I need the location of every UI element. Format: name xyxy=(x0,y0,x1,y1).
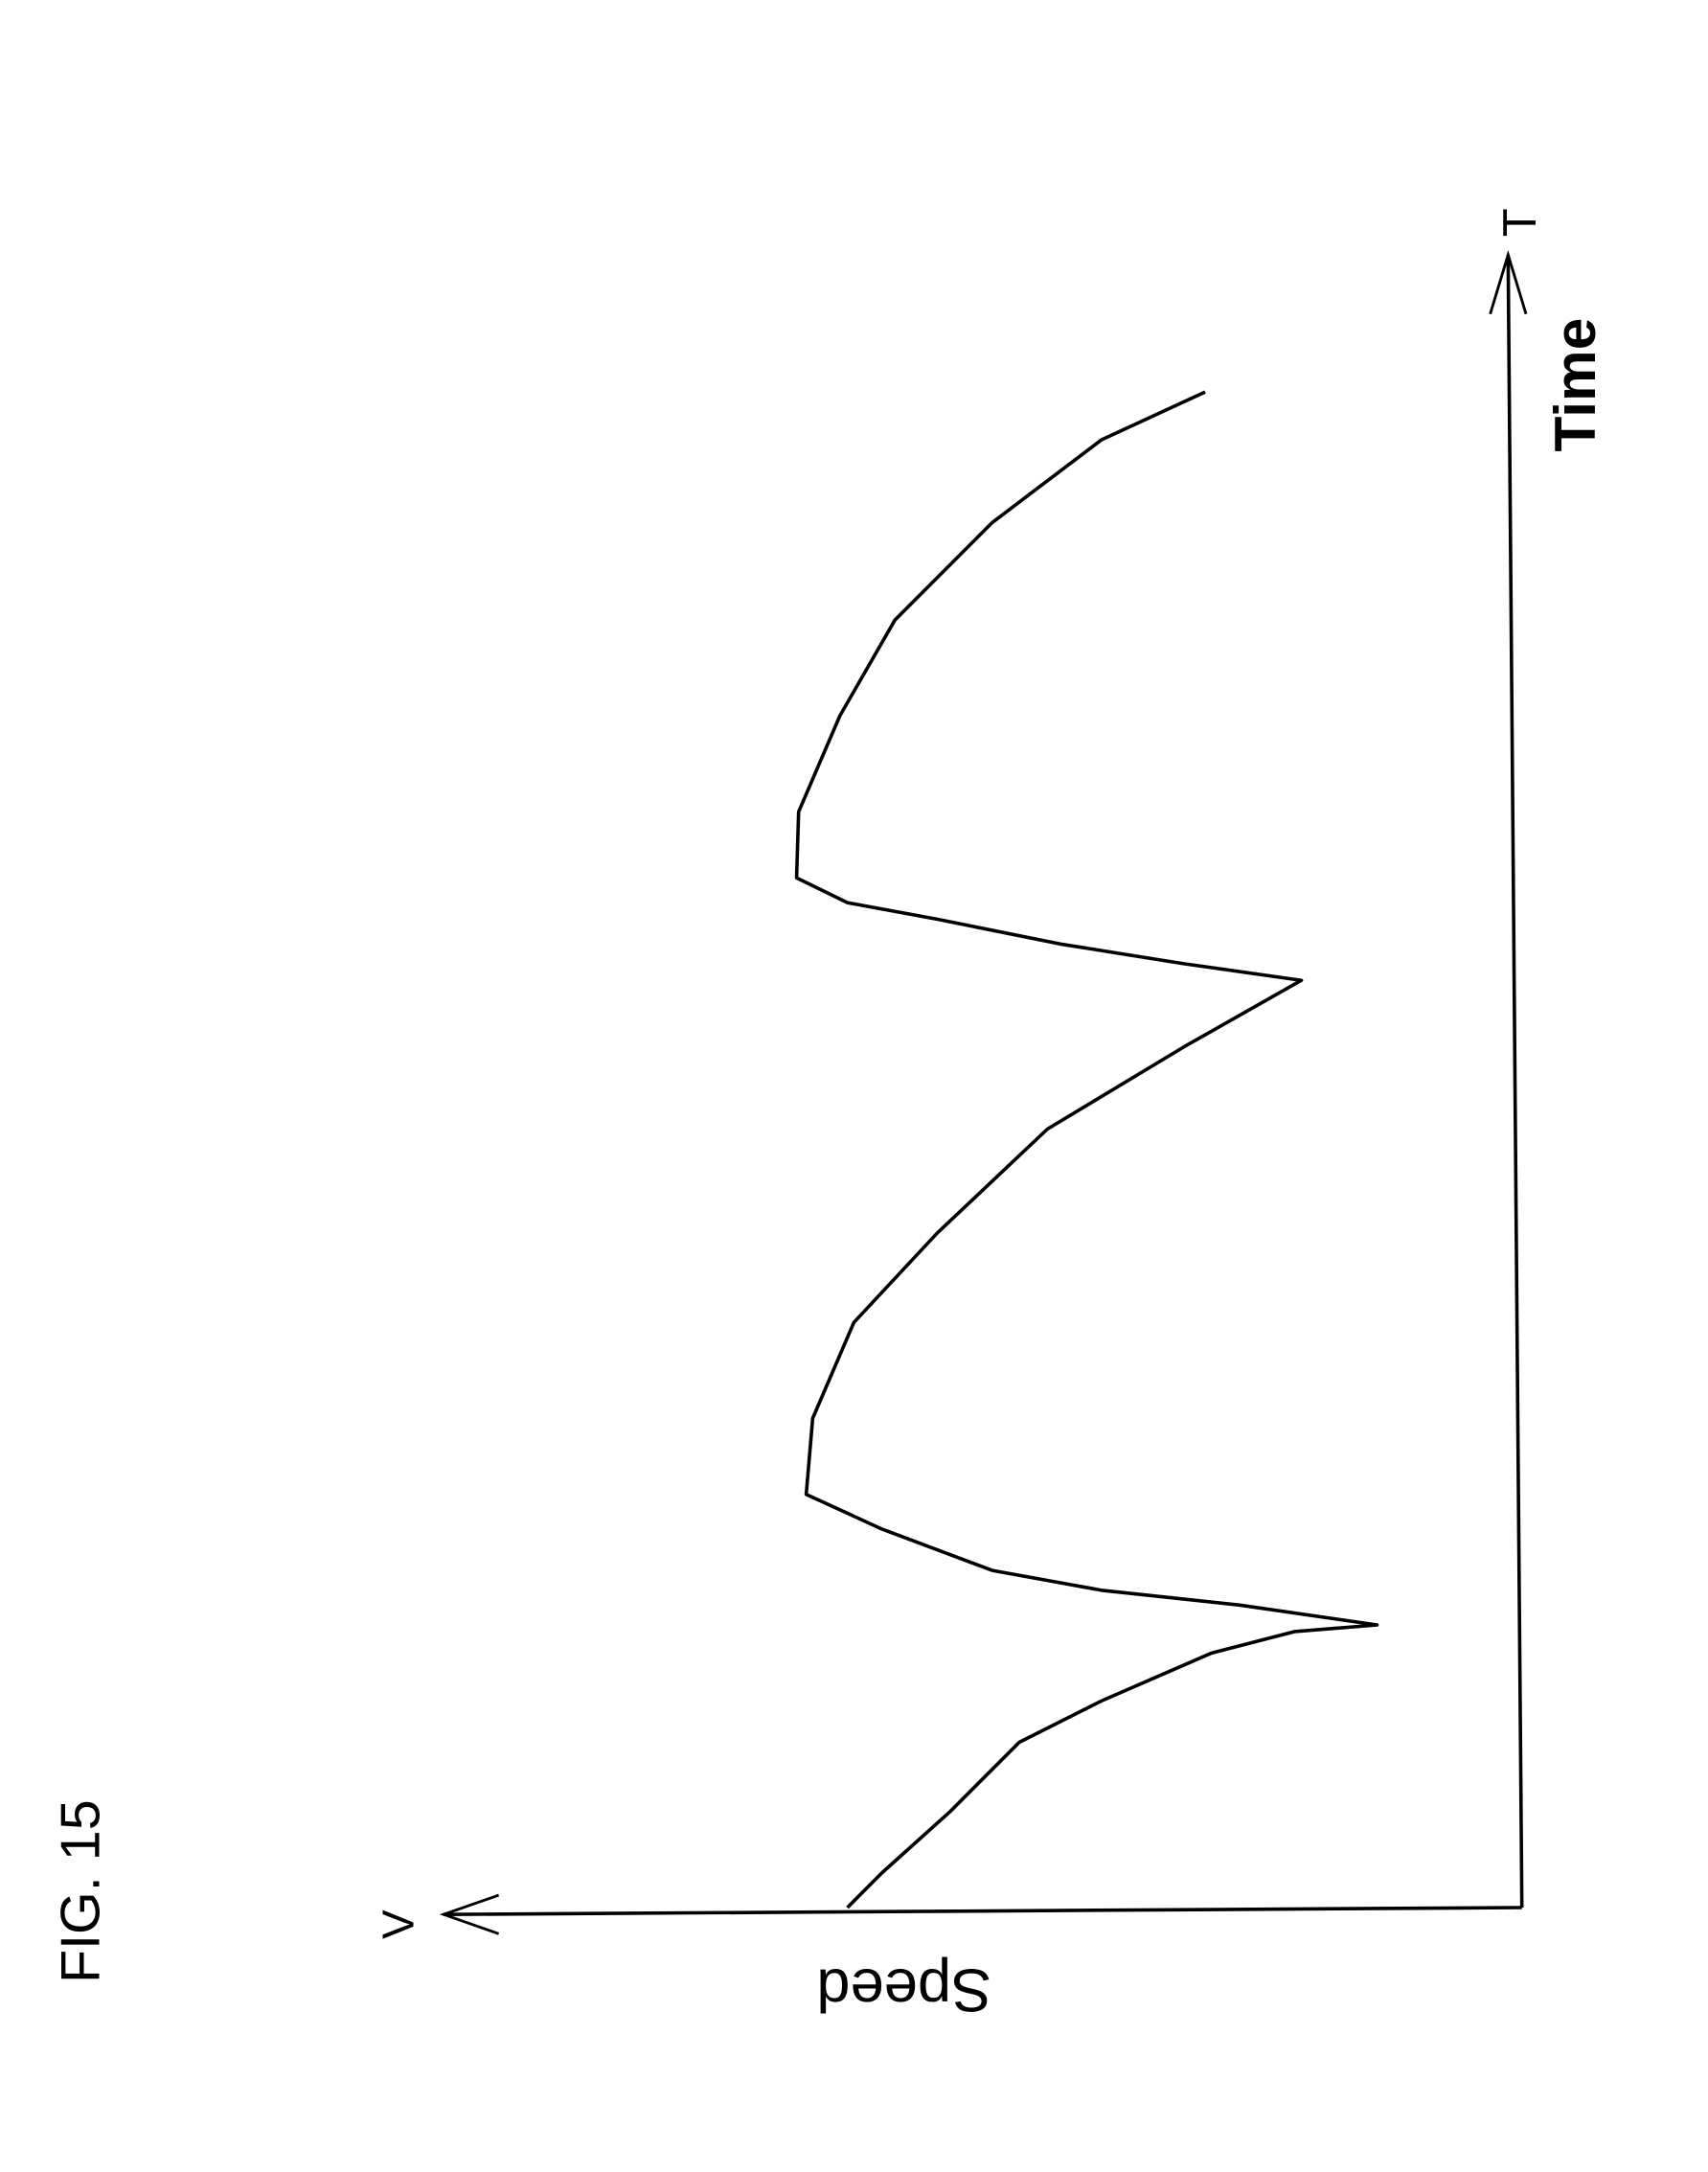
time-axis-symbol: T xyxy=(1494,208,1546,237)
time-axis-label: Time xyxy=(1542,318,1607,452)
speed-axis-label: Speed xyxy=(816,1956,991,2023)
speed-axis-symbol: V xyxy=(373,1909,422,1939)
speed-axis xyxy=(444,1908,1522,1914)
time-axis xyxy=(1508,255,1521,1908)
speed-curve xyxy=(797,392,1378,1908)
data-points xyxy=(796,392,1377,1908)
figure-label: FIG. 15 xyxy=(51,1799,112,1983)
speed-time-chart: FIG. 15 V Speed T Time xyxy=(0,0,1708,2172)
